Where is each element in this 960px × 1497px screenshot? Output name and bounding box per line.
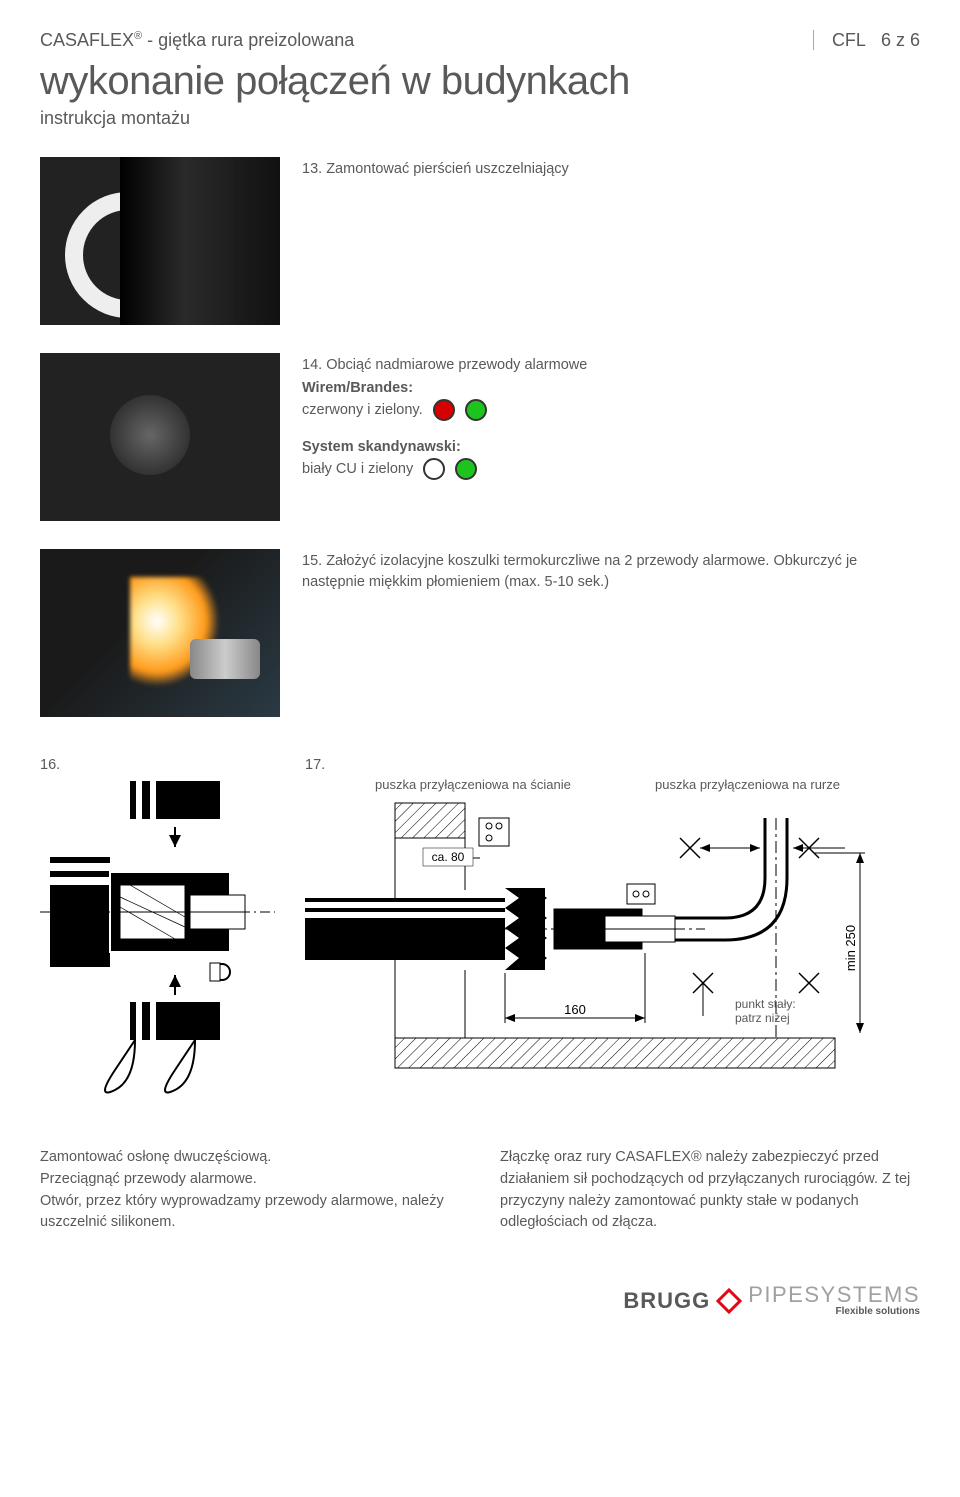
fixpoint-l1: punkt stały: [735,997,796,1011]
page-title: wykonanie połączeń w budynkach [40,59,920,104]
dot-green-icon [465,399,487,421]
photo-step-15 [40,549,280,717]
bottom-left-l1: Zamontować osłonę dwuczęściową. [40,1147,460,1169]
step-13-no: 13. [302,161,322,177]
brand-tagline: Flexible solutions [748,1306,920,1317]
step-13-body: Zamontować pierścień uszczelniający [326,161,569,177]
step-14-text: 14. Obciąć nadmiarowe przewody alarmowe … [302,353,587,480]
dim-160: 160 [564,1002,586,1017]
bottom-right: Złączkę oraz rury CASAFLEX® należy zabez… [500,1147,920,1234]
step-15-no: 15. [302,553,322,569]
dot-green2-icon [455,458,477,480]
photo-step-14 [40,353,280,521]
reg-mark: ® [134,30,142,42]
product-suffix: - giętka rura preizolowana [142,30,354,50]
page-subtitle: instrukcja montażu [40,108,920,129]
step-13-text: 13. Zamontować pierścień uszczelniający [302,157,569,180]
diagram-16-no: 16. [40,757,275,773]
step-14-brand-label: Wirem/Brandes: [302,380,413,396]
dim-ca80: ca. 80 [432,850,465,864]
step-14-no: 14. [302,357,322,373]
bottom-text: Zamontować osłonę dwuczęściową. Przeciąg… [40,1147,920,1234]
diagram-17-label-left: puszka przyłączeniowa na ścianie [375,777,571,792]
brand-pipesystems: PIPESYSTEMS [748,1284,920,1306]
diagram-17-label-right: puszka przyłączeniowa na rurze [655,777,840,792]
page-code: CFL 6 z 6 [813,30,920,51]
page-header: CASAFLEX® - giętka rura preizolowana CFL… [40,30,920,51]
diagram-17-labels: puszka przyłączeniowa na ścianie puszka … [305,777,920,792]
diagram-17-no: 17. [305,757,920,773]
page-number: 6 z 6 [881,30,920,50]
step-14-scan-colors: biały CU i zielony [302,459,413,480]
diagram-17-svg: ca. 80 [305,798,895,1098]
step-15-body: Założyć izolacyjne koszulki termokurczli… [302,553,857,590]
step-15-text: 15. Założyć izolacyjne koszulki termokur… [302,549,920,593]
photo-step-13 [40,157,280,325]
diagram-16: 16. [40,757,275,1107]
fixpoint-l2: patrz niżej [735,1011,790,1025]
diagram-row: 16. [40,757,920,1107]
diagram-17: 17. puszka przyłączeniowa na ścianie pus… [305,757,920,1107]
bottom-left-l2: Przeciągnąć przewody alarmowe. [40,1169,460,1191]
bottom-left-l3: Otwór, przez który wyprowadzamy przewody… [40,1191,460,1235]
product-name: CASAFLEX [40,30,134,50]
step-14-body: Obciąć nadmiarowe przewody alarmowe [326,357,587,373]
brand-diamond-icon [716,1288,742,1314]
dots-wirem [433,399,487,421]
step-15: 15. Założyć izolacyjne koszulki termokur… [40,549,920,717]
product-line: CASAFLEX® - giętka rura preizolowana [40,30,354,51]
brand-pipe-col: PIPESYSTEMS Flexible solutions [748,1284,920,1317]
dim-min250: min 250 [843,925,858,971]
step-14-scan-label: System skandynawski: [302,439,461,455]
brand-row: BRUGG PIPESYSTEMS Flexible solutions [40,1284,920,1317]
step-14: 14. Obciąć nadmiarowe przewody alarmowe … [40,353,920,521]
dots-scandinavian [423,458,477,480]
step-14-brand-colors: czerwony i zielony. [302,400,423,421]
brand-name: BRUGG [623,1288,710,1314]
step-13: 13. Zamontować pierścień uszczelniający [40,157,920,325]
diagram-16-svg [40,777,275,1107]
code: CFL [813,30,866,50]
dot-white-icon [423,458,445,480]
dot-red-icon [433,399,455,421]
bottom-left: Zamontować osłonę dwuczęściową. Przeciąg… [40,1147,460,1234]
